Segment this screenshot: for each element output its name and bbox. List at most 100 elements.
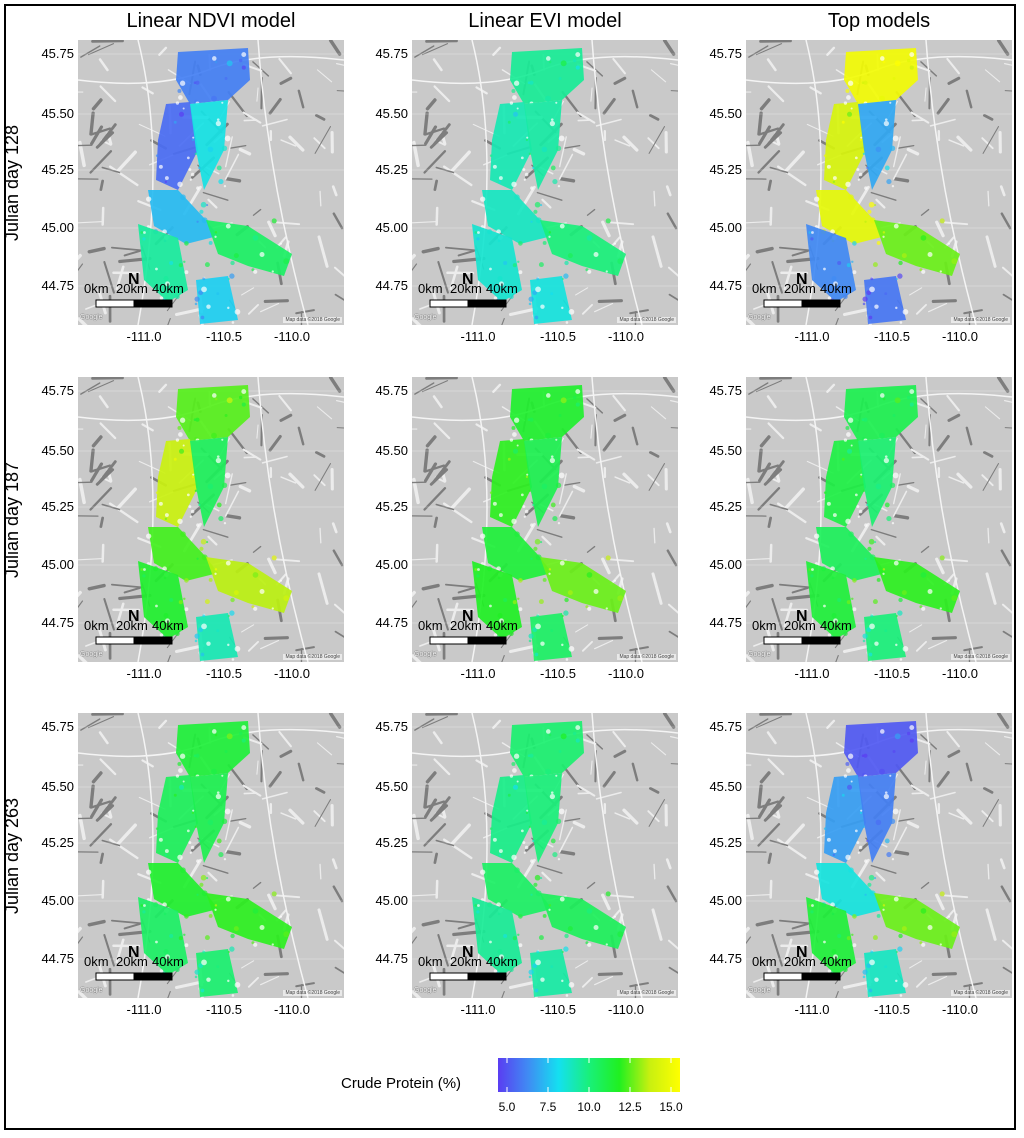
protein-speckle: [891, 522, 895, 525]
terrain-ridge: [983, 451, 994, 458]
protein-speckle: [215, 457, 221, 464]
protein-speckle: [563, 946, 569, 952]
protein-speckle: [866, 503, 869, 507]
protein-speckle: [159, 969, 164, 973]
terrain-ridge: [791, 249, 809, 257]
protein-speckle: [550, 502, 556, 508]
latitude-tick-label: 44.75: [41, 951, 74, 966]
protein-speckle: [518, 607, 523, 612]
protein-speckle: [493, 296, 498, 300]
terrain-ridge: [202, 528, 229, 538]
protein-speckle: [183, 260, 186, 263]
terrain-ridge: [757, 448, 763, 473]
scale-bar-label: 0km: [418, 618, 443, 633]
protein-speckle: [560, 397, 567, 404]
terrain-ridge: [275, 558, 301, 563]
terrain-ridge: [444, 583, 477, 589]
terrain-ridge: [252, 545, 262, 553]
terrain-ridge: [758, 800, 780, 809]
terrain-ridge: [1000, 212, 1012, 230]
terrain-ridge: [87, 919, 106, 927]
terrain-ridge: [98, 58, 109, 72]
protein-speckle: [194, 302, 198, 306]
terrain-ridge: [667, 266, 678, 277]
protein-speckle: [520, 829, 524, 833]
protein-speckle: [534, 315, 539, 320]
protein-speckle: [605, 607, 608, 610]
terrain-ridge: [501, 990, 505, 998]
protein-speckle: [271, 270, 274, 273]
protein-speckle: [526, 136, 529, 139]
terrain-ridge: [421, 919, 440, 927]
latitude-tick-label: 45.25: [375, 499, 408, 514]
terrain-ridge: [558, 826, 574, 853]
terrain-ridge: [423, 111, 429, 136]
protein-speckle: [177, 518, 183, 524]
protein-speckle: [200, 201, 207, 208]
terrain-ridge: [123, 586, 141, 594]
terrain-ridge: [746, 936, 752, 945]
protein-speckle: [951, 258, 958, 265]
protein-speckle: [177, 854, 183, 860]
protein-speckle: [862, 975, 866, 979]
terrain-ridge: [593, 639, 614, 650]
protein-speckle: [565, 994, 569, 997]
protein-speckle: [201, 286, 207, 293]
terrain-ridge: [667, 603, 678, 614]
terrain-ridge: [602, 434, 616, 452]
terrain-ridge: [622, 808, 639, 825]
terrain-ridge: [783, 938, 793, 964]
protein-speckle: [528, 296, 534, 302]
protein-speckle: [230, 933, 235, 939]
protein-speckle: [605, 270, 608, 273]
protein-speckle: [868, 315, 873, 320]
protein-speckle: [165, 618, 170, 624]
terrain-ridge: [336, 735, 344, 739]
protein-speckle: [231, 658, 235, 661]
protein-speckle: [852, 270, 857, 275]
protein-speckle: [587, 942, 592, 947]
longitude-tick-label: -110.5: [874, 666, 910, 681]
terrain-ridge: [648, 463, 666, 491]
terrain-ridge: [78, 600, 84, 609]
terrain-ridge: [1000, 549, 1012, 567]
terrain-ridge: [1004, 763, 1012, 765]
protein-speckle: [513, 448, 519, 454]
protein-speckle: [224, 413, 228, 417]
terrain-ridge: [924, 87, 927, 102]
terrain-ridge: [167, 317, 171, 325]
longitude-tick-label: -111.0: [126, 666, 162, 681]
terrain-ridge: [101, 503, 121, 511]
terrain-ridge: [875, 198, 886, 209]
protein-speckle: [214, 231, 218, 234]
protein-speckle: [518, 241, 523, 246]
protein-speckle: [524, 172, 529, 177]
protein-speckle: [557, 858, 561, 861]
terrain-ridge: [78, 481, 93, 484]
terrain-ridge: [78, 317, 88, 325]
protein-speckle: [503, 260, 508, 266]
protein-speckle: [879, 768, 885, 775]
protein-speckle: [193, 754, 197, 757]
terrain-ridge: [778, 919, 811, 925]
protein-speckle: [613, 242, 617, 245]
protein-speckle: [511, 425, 516, 430]
protein-speckle: [882, 397, 886, 401]
terrain-ridge: [101, 166, 121, 174]
protein-speckle: [848, 194, 854, 201]
protein-speckle: [863, 417, 868, 422]
protein-speckle: [192, 136, 195, 139]
terrain-ridge: [870, 864, 897, 874]
crude-protein-patch: [806, 224, 856, 302]
protein-speckle: [180, 867, 186, 874]
protein-speckle: [939, 943, 942, 946]
latitude-tick-label: 45.75: [709, 383, 742, 398]
crude-protein-patch: [472, 897, 522, 975]
protein-speckle: [884, 502, 890, 508]
protein-speckle: [909, 738, 914, 743]
map-attribution: Map data ©2018 Google: [617, 317, 676, 323]
scale-bar-label: 40km: [486, 618, 518, 633]
protein-speckle: [198, 290, 204, 296]
protein-speckle: [184, 943, 189, 948]
protein-speckle: [191, 475, 195, 478]
